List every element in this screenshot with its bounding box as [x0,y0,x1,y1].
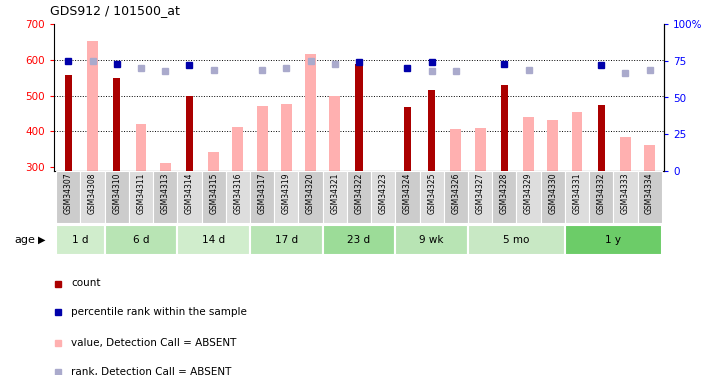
Bar [208,152,219,171]
Text: 17 d: 17 d [275,235,298,245]
Bar [468,225,565,255]
Bar [493,171,516,223]
Bar [153,171,177,223]
Text: rank, Detection Call = ABSENT: rank, Detection Call = ABSENT [71,367,231,375]
Bar [274,171,299,223]
Bar [250,171,274,223]
Text: GSM34316: GSM34316 [233,172,243,214]
Text: age: age [14,235,35,245]
Text: GSM34320: GSM34320 [306,172,315,214]
Text: 1 d: 1 d [73,235,89,245]
Text: 6 d: 6 d [133,235,149,245]
Bar [113,78,121,171]
Text: GSM34313: GSM34313 [161,172,169,214]
Bar [475,128,485,171]
Text: GSM34324: GSM34324 [403,172,412,214]
Text: GSM34323: GSM34323 [378,172,388,214]
Bar [547,120,558,171]
Bar [129,171,153,223]
Bar [177,225,250,255]
Bar [371,171,396,223]
Text: GSM34322: GSM34322 [355,172,363,214]
Text: GSM34327: GSM34327 [475,172,485,214]
Bar [613,171,638,223]
Bar [225,171,250,223]
Bar [572,112,582,171]
Bar [330,96,340,171]
Bar [404,107,411,171]
Text: ▶: ▶ [38,235,45,245]
Text: GSM34332: GSM34332 [597,172,606,214]
Text: GSM34317: GSM34317 [258,172,266,214]
Bar [322,225,396,255]
Text: GSM34329: GSM34329 [524,172,533,214]
Bar [80,171,105,223]
Text: GSM34310: GSM34310 [112,172,121,214]
Bar [281,104,292,171]
Bar [396,225,468,255]
Bar [65,75,72,171]
Bar [160,164,171,171]
Text: GSM34314: GSM34314 [185,172,194,214]
Text: value, Detection Call = ABSENT: value, Detection Call = ABSENT [71,338,236,348]
Bar [202,171,225,223]
Bar [468,171,493,223]
Bar [565,171,589,223]
Text: GSM34307: GSM34307 [64,172,73,214]
Bar [419,171,444,223]
Bar [589,171,613,223]
Text: GDS912 / 101500_at: GDS912 / 101500_at [50,4,180,17]
Bar [177,171,202,223]
Text: GSM34308: GSM34308 [88,172,97,214]
Text: GSM34311: GSM34311 [136,172,146,214]
Text: 14 d: 14 d [202,235,225,245]
Bar [500,85,508,171]
Bar [523,117,534,171]
Bar [305,54,316,171]
Text: GSM34328: GSM34328 [500,172,509,214]
Text: GSM34334: GSM34334 [645,172,654,214]
Bar [105,225,177,255]
Bar [644,145,655,171]
Bar [541,171,565,223]
Bar [620,138,631,171]
Bar [56,171,80,223]
Text: 1 y: 1 y [605,235,621,245]
Text: count: count [71,279,101,288]
Bar [347,171,371,223]
Bar [186,96,193,171]
Text: GSM34326: GSM34326 [452,172,460,214]
Bar [396,171,419,223]
Text: 5 mo: 5 mo [503,235,530,245]
Bar [256,106,268,171]
Bar [444,171,468,223]
Text: GSM34315: GSM34315 [209,172,218,214]
Bar [56,225,105,255]
Bar [597,105,605,171]
Bar [136,123,146,171]
Bar [322,171,347,223]
Bar [355,64,363,171]
Text: percentile rank within the sample: percentile rank within the sample [71,307,247,317]
Text: 23 d: 23 d [348,235,370,245]
Bar [450,129,462,171]
Text: GSM34330: GSM34330 [549,172,557,214]
Bar [250,225,322,255]
Bar [105,171,129,223]
Bar [638,171,662,223]
Text: GSM34333: GSM34333 [621,172,630,214]
Text: GSM34319: GSM34319 [282,172,291,214]
Bar [516,171,541,223]
Text: GSM34325: GSM34325 [427,172,436,214]
Bar [233,127,243,171]
Text: GSM34321: GSM34321 [330,172,340,214]
Bar [428,90,435,171]
Text: GSM34331: GSM34331 [572,172,582,214]
Bar [565,225,662,255]
Bar [87,42,98,171]
Text: 9 wk: 9 wk [419,235,444,245]
Bar [299,171,322,223]
